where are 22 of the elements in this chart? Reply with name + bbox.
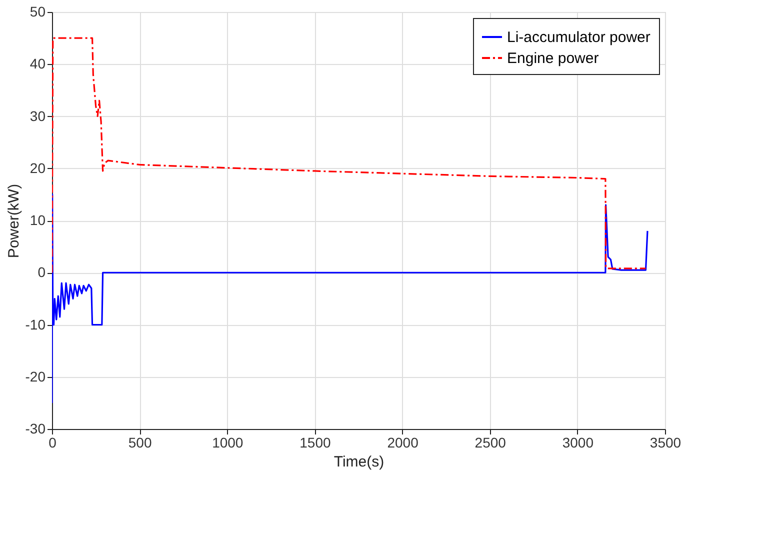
x-tick-label: 2500: [474, 434, 506, 450]
line-series: [52, 194, 648, 404]
x-tick-label: 3500: [650, 434, 682, 450]
y-tick-label: 0: [38, 264, 46, 280]
legend-label: Engine power: [507, 50, 599, 67]
y-tick-label: 50: [30, 4, 46, 20]
x-axis-title: Time(s): [334, 454, 384, 470]
legend-label: Li-accumulator power: [507, 29, 650, 46]
y-axis-title: Power(kW): [5, 184, 22, 258]
y-tick-label: -20: [25, 368, 46, 384]
y-tick-label: -10: [25, 316, 46, 332]
x-tick-label: 1500: [300, 434, 331, 450]
y-tick-label: 30: [30, 108, 46, 124]
x-tick-label: 500: [128, 434, 152, 450]
y-tick-label: 20: [30, 160, 46, 176]
y-tick-label: 10: [30, 212, 46, 228]
x-tick-label: 3000: [562, 434, 594, 450]
y-tick-label: 40: [30, 56, 46, 72]
x-tick-label: 2000: [387, 434, 419, 450]
y-tick-label: -30: [25, 420, 46, 436]
x-tick-label: 1000: [212, 434, 244, 450]
x-tick-label: 0: [48, 434, 57, 450]
